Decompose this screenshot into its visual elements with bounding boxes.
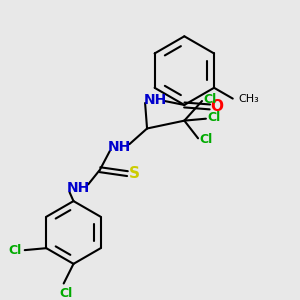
- Text: O: O: [210, 99, 223, 114]
- Text: Cl: Cl: [8, 244, 22, 256]
- Text: NH: NH: [108, 140, 131, 154]
- Text: Cl: Cl: [199, 133, 212, 146]
- Text: S: S: [129, 166, 140, 181]
- Text: CH₃: CH₃: [238, 94, 260, 103]
- Text: NH: NH: [143, 93, 167, 107]
- Text: Cl: Cl: [203, 93, 217, 106]
- Text: NH: NH: [67, 181, 90, 195]
- Text: Cl: Cl: [59, 287, 72, 300]
- Text: Cl: Cl: [207, 111, 220, 124]
